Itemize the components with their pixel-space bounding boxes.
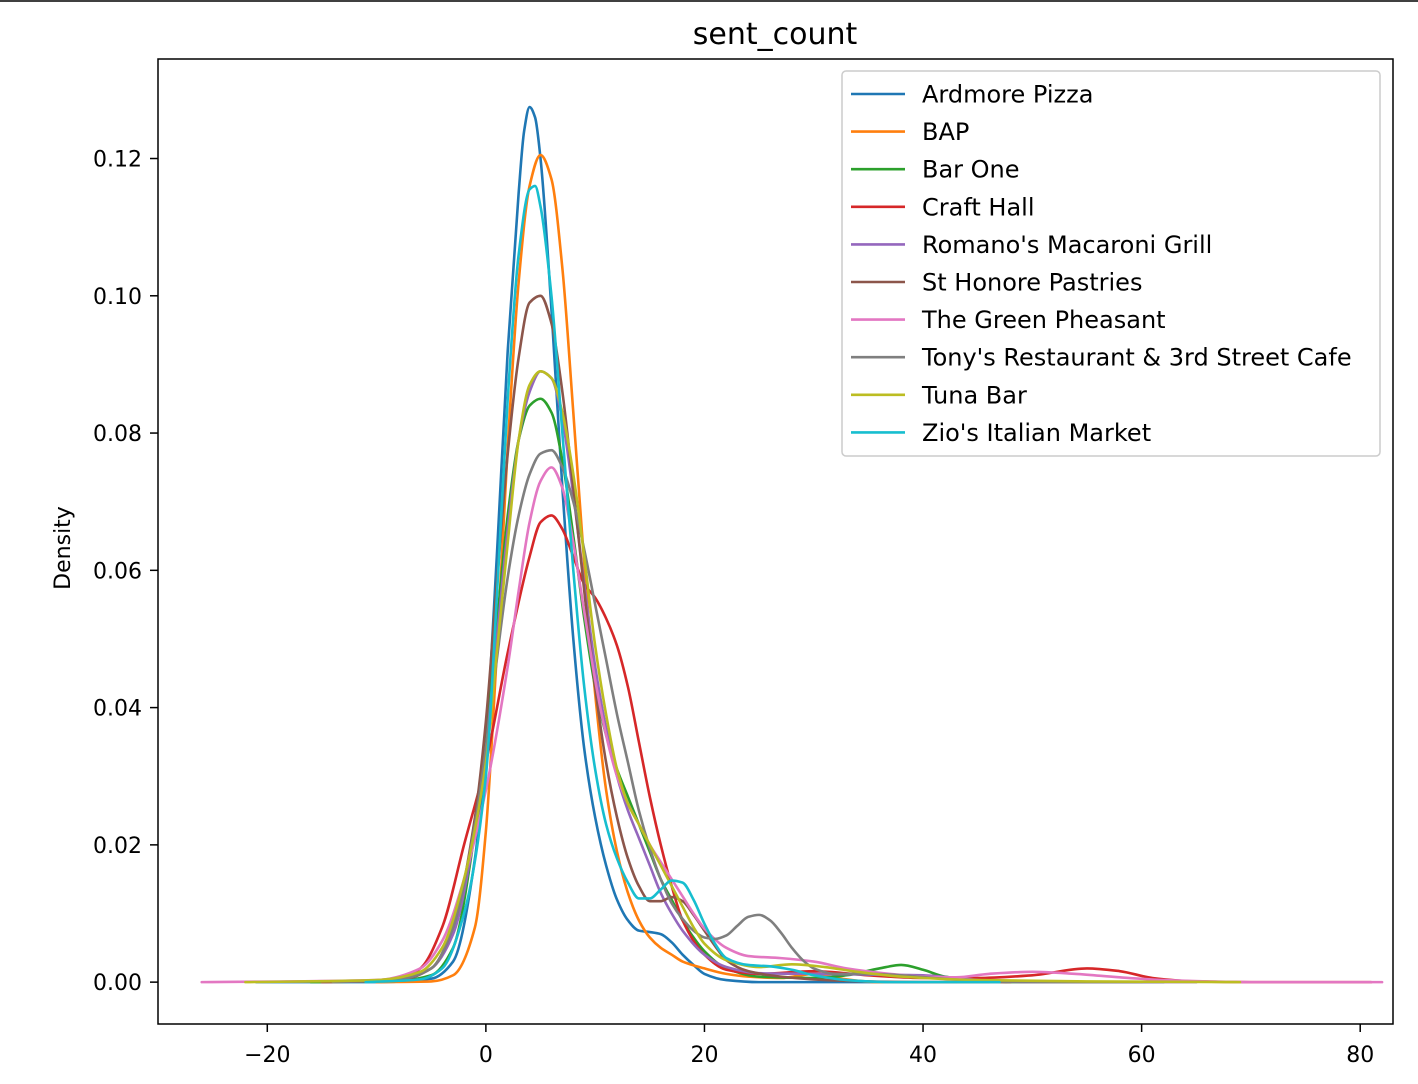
y-tick-label: 0.12 [93,148,142,173]
series-line-5 [320,294,1012,984]
x-tick-label: −20 [244,1043,290,1068]
y-tick-label: 0.10 [93,285,142,310]
x-tick-label: 40 [909,1043,937,1068]
legend-label: Tuna Bar [921,381,1027,409]
x-axis: −20 0 20 40 60 80 [244,1024,1374,1068]
legend: Ardmore Pizza BAP Bar One Craft Hall Romano'… [841,70,1381,457]
x-tick-label: 20 [690,1043,718,1068]
legend-label: Tony's Restaurant & 3rd Street Cafe [921,344,1352,372]
y-axis: 0.00 0.02 0.04 0.06 0.08 0.10 0.12 [93,148,158,996]
plot-area [157,58,1394,1025]
series-line-6 [200,466,1384,984]
series-line-2 [309,397,1165,984]
series-line-8 [244,369,1242,984]
y-tick-label: 0.00 [93,971,142,996]
series-line-9 [364,184,1001,984]
y-tick-label: 0.06 [93,559,142,584]
legend-label: The Green Pheasant [921,306,1166,334]
series-layer [200,105,1384,984]
x-tick-label: 60 [1128,1043,1156,1068]
legend-label: Craft Hall [922,193,1035,221]
series-line-3 [320,514,1373,984]
legend-label: St Honore Pastries [922,269,1142,297]
legend-label: Zio's Italian Market [922,419,1151,447]
series-line-7 [331,448,1143,984]
y-tick-label: 0.04 [93,697,142,722]
legend-label: Bar One [922,156,1020,184]
y-tick-label: 0.02 [93,834,142,859]
y-axis-label: Density [51,506,76,590]
x-tick-label: 80 [1346,1043,1374,1068]
y-tick-label: 0.08 [93,422,142,447]
legend-box [841,70,1381,457]
chart-title: sent_count [693,17,858,52]
legend-label: BAP [922,118,969,146]
x-tick-label: 0 [479,1043,493,1068]
legend-label: Romano's Macaroni Grill [922,231,1212,259]
legend-label: Ardmore Pizza [922,81,1093,109]
